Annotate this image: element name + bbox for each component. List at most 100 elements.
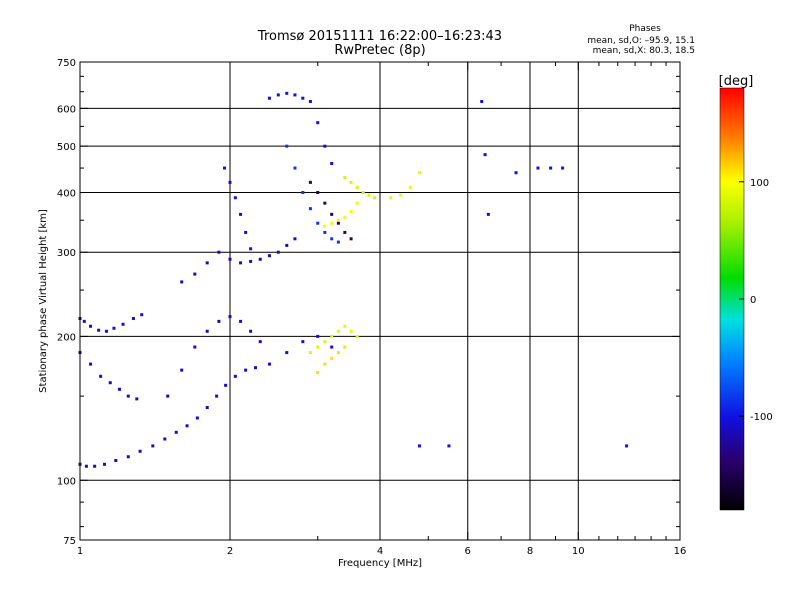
data-point	[293, 93, 297, 97]
x-tick-label: 16	[674, 546, 687, 557]
data-point	[483, 153, 487, 157]
data-point	[233, 374, 237, 378]
data-point	[323, 201, 327, 205]
data-point	[217, 250, 221, 254]
data-point	[135, 397, 139, 401]
y-tick-label: 400	[57, 188, 76, 199]
data-point	[301, 340, 305, 344]
data-point	[323, 362, 327, 366]
colorbar-tick-label: -100	[750, 412, 773, 423]
data-point	[343, 345, 347, 349]
x-tick-label: 2	[227, 546, 233, 557]
data-point	[323, 144, 327, 148]
y-tick-label: 75	[63, 536, 76, 547]
data-point	[126, 455, 130, 459]
data-point	[330, 345, 334, 349]
data-point	[224, 383, 228, 387]
data-point	[193, 272, 197, 276]
data-point	[239, 319, 243, 323]
data-point	[549, 166, 553, 170]
x-tick-label: 1	[77, 546, 83, 557]
x-tick-label: 10	[572, 546, 585, 557]
data-point	[140, 313, 144, 317]
data-point	[131, 316, 135, 320]
y-tick-label: 300	[57, 248, 76, 259]
y-tick-label: 600	[57, 104, 76, 115]
data-point	[316, 371, 320, 375]
data-point	[114, 458, 118, 462]
data-point	[228, 315, 232, 319]
data-point	[343, 324, 347, 328]
y-axis-label: Stationary phase Virtual Height [km]	[38, 209, 49, 393]
data-point	[408, 185, 412, 189]
data-point	[223, 166, 227, 170]
data-point	[355, 334, 359, 338]
data-point	[239, 261, 243, 265]
data-point	[215, 394, 219, 398]
data-point	[417, 444, 421, 448]
data-point	[316, 190, 320, 194]
data-point	[399, 193, 403, 197]
data-point	[373, 196, 377, 200]
data-point	[185, 424, 189, 428]
data-point	[99, 374, 103, 378]
data-point	[258, 340, 262, 344]
data-point	[285, 351, 289, 355]
data-point	[330, 334, 334, 338]
data-point	[308, 351, 312, 355]
data-point	[285, 91, 289, 95]
x-tick-label: 4	[377, 546, 383, 557]
data-point	[138, 449, 142, 453]
x-tick-label: 8	[527, 546, 533, 557]
data-point	[308, 180, 312, 184]
grid-layer	[80, 62, 680, 540]
data-point	[349, 210, 353, 214]
data-point	[285, 243, 289, 247]
data-point	[330, 221, 334, 225]
data-point	[82, 319, 86, 323]
data-point	[486, 212, 490, 216]
data-point	[336, 221, 340, 225]
data-point	[336, 329, 340, 333]
data-point	[447, 444, 451, 448]
scatter-points	[78, 91, 629, 468]
stats-x-mode: mean, sd,X: 80.3, 18.5	[593, 46, 695, 56]
data-point	[267, 254, 271, 258]
data-point	[349, 329, 353, 333]
data-point	[323, 230, 327, 234]
data-point	[205, 329, 209, 333]
data-point	[244, 230, 248, 234]
data-point	[625, 444, 629, 448]
data-point	[323, 340, 327, 344]
data-point	[480, 100, 484, 104]
data-point	[205, 405, 209, 409]
data-point	[349, 180, 353, 184]
data-point	[163, 437, 167, 441]
data-point	[316, 121, 320, 125]
chart-subtitle: RwPretec (8p)	[334, 43, 425, 58]
data-point	[330, 356, 334, 360]
data-point	[117, 387, 121, 391]
data-point	[308, 207, 312, 211]
data-point	[121, 322, 125, 326]
data-point	[228, 180, 232, 184]
data-point	[293, 166, 297, 170]
data-point	[276, 250, 280, 254]
data-point	[249, 247, 253, 251]
data-point	[417, 171, 421, 175]
colorbar-ticks: 100 0 -100	[739, 178, 773, 423]
stats-o-mode: mean, sd,O: –95.9, 15.1	[587, 36, 695, 46]
data-point	[195, 416, 199, 420]
colorbar-tick-label: 100	[750, 178, 769, 189]
data-point	[97, 328, 101, 332]
data-point	[355, 185, 359, 189]
data-point	[336, 240, 340, 244]
data-point	[514, 171, 518, 175]
data-point	[330, 237, 334, 241]
colorbar-unit-label: [deg]	[719, 74, 754, 89]
data-point	[151, 444, 155, 448]
data-point	[330, 161, 334, 165]
data-point	[239, 212, 243, 216]
data-point	[301, 96, 305, 100]
